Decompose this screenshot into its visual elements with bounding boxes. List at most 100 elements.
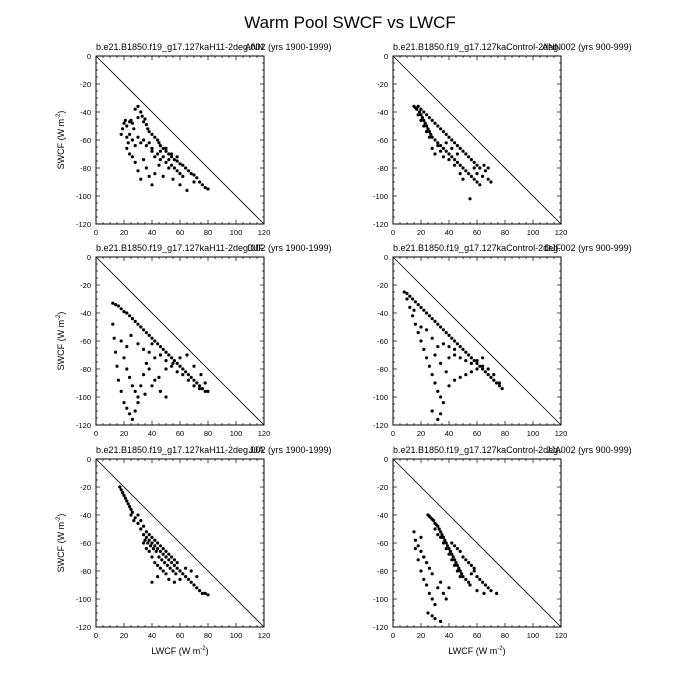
- data-point: [467, 561, 471, 565]
- data-point: [189, 375, 193, 379]
- data-point: [161, 569, 165, 573]
- data-point: [139, 384, 143, 388]
- data-point: [439, 127, 443, 131]
- data-point: [429, 132, 433, 136]
- data-point: [497, 384, 501, 388]
- data-point: [158, 345, 162, 349]
- data-point: [153, 155, 157, 159]
- data-point: [172, 558, 176, 562]
- data-point: [444, 132, 448, 136]
- data-point: [125, 345, 129, 349]
- data-point: [444, 331, 448, 335]
- data-point: [455, 547, 459, 551]
- x-tick-label: 100: [230, 228, 243, 237]
- data-point: [125, 146, 129, 150]
- data-point: [142, 158, 146, 162]
- data-point: [164, 572, 168, 576]
- data-point: [153, 561, 157, 565]
- data-point: [198, 384, 202, 388]
- data-point: [467, 155, 471, 159]
- data-point: [469, 572, 473, 576]
- y-tick-label: -120: [373, 421, 388, 430]
- data-point: [144, 123, 148, 127]
- data-point: [128, 412, 132, 416]
- data-point: [150, 336, 154, 340]
- data-point: [161, 347, 165, 351]
- data-point: [139, 325, 143, 329]
- data-point: [430, 118, 434, 122]
- data-point: [468, 583, 472, 587]
- y-tick-label: -60: [80, 136, 91, 145]
- data-point: [436, 533, 440, 537]
- data-point: [430, 409, 434, 413]
- data-point: [164, 149, 168, 153]
- data-point: [172, 158, 176, 162]
- data-point: [174, 572, 178, 576]
- x-tick-label: 80: [501, 228, 509, 237]
- data-point: [469, 356, 473, 360]
- data-point: [129, 507, 133, 511]
- data-point: [184, 566, 188, 570]
- data-point: [122, 401, 126, 405]
- data-point: [453, 141, 457, 145]
- data-point: [136, 401, 140, 405]
- data-point: [128, 132, 132, 136]
- data-point: [446, 544, 450, 548]
- data-point: [130, 155, 134, 159]
- data-point: [441, 130, 445, 134]
- data-point: [170, 155, 174, 159]
- x-tick-label: 80: [501, 631, 509, 640]
- data-point: [439, 144, 443, 148]
- data-point: [444, 597, 448, 601]
- x-tick-label: 60: [473, 631, 481, 640]
- data-point: [151, 547, 155, 551]
- data-point: [150, 183, 154, 187]
- data-point: [144, 166, 148, 170]
- y-tick-label: -80: [80, 567, 91, 576]
- data-point: [136, 116, 140, 120]
- data-point: [147, 367, 151, 371]
- reference-line: [95, 256, 265, 426]
- data-point: [168, 566, 172, 570]
- data-point: [475, 163, 479, 167]
- y-tick-label: 0: [87, 455, 91, 464]
- scatter-panel-1: b.e21.B1850.f19_g17.127kaH11-2deg.002 (y…: [56, 42, 332, 237]
- data-point: [453, 158, 457, 162]
- data-point: [457, 566, 461, 570]
- data-point: [189, 580, 193, 584]
- data-point: [195, 381, 199, 385]
- data-point: [125, 499, 129, 503]
- data-point: [437, 527, 441, 531]
- data-point: [469, 158, 473, 162]
- data-point: [175, 155, 179, 159]
- x-tick-label: 0: [391, 631, 395, 640]
- data-point: [121, 491, 125, 495]
- data-point: [450, 146, 454, 150]
- data-point: [143, 538, 147, 542]
- data-point: [500, 387, 504, 391]
- data-point: [164, 160, 168, 164]
- data-point: [119, 389, 123, 393]
- data-point: [136, 104, 140, 108]
- data-point: [450, 138, 454, 142]
- data-point: [153, 339, 157, 343]
- y-tick-label: -40: [80, 511, 91, 520]
- data-point: [408, 305, 412, 309]
- data-point: [158, 566, 162, 570]
- data-point: [161, 155, 165, 159]
- data-point: [192, 364, 196, 368]
- data-point: [483, 169, 487, 173]
- data-point: [133, 107, 137, 111]
- x-axis-label: LWCF (W m-2): [448, 646, 505, 656]
- panel-season-label: JJA: [249, 445, 264, 455]
- data-point: [422, 555, 426, 559]
- data-point: [413, 538, 417, 542]
- data-point: [436, 524, 440, 528]
- data-point: [413, 547, 417, 551]
- x-tick-label: 100: [527, 631, 540, 640]
- data-point: [156, 541, 160, 545]
- data-point: [416, 544, 420, 548]
- x-tick-label: 100: [527, 228, 540, 237]
- data-point: [433, 617, 437, 621]
- data-point: [121, 127, 125, 131]
